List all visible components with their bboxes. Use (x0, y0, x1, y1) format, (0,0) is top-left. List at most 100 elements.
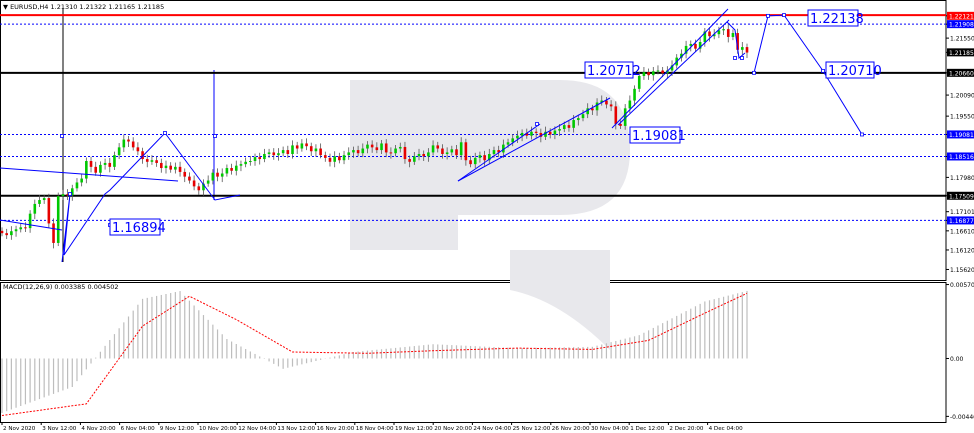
candle-body (150, 160, 154, 162)
trend-line (457, 123, 541, 182)
x-tick-label: 20 Nov 20:00 (434, 426, 472, 432)
x-tick-label: 16 Nov 20:00 (317, 426, 355, 432)
candle-body (731, 33, 735, 37)
y-tick-label: 1.21550 (950, 36, 974, 43)
candle-body (708, 31, 711, 37)
candle-body (183, 171, 187, 177)
candle-body (10, 231, 13, 236)
price-panel-frame (0, 0, 947, 281)
candle-body (553, 130, 557, 135)
candle-body (122, 139, 126, 148)
candle-body (506, 142, 510, 145)
candle-body (689, 43, 693, 46)
candle-body (394, 148, 397, 154)
projection-point (766, 13, 770, 18)
candle-body (380, 143, 383, 151)
candle-body (75, 182, 79, 189)
y-tick-label: 1.19550 (950, 114, 974, 121)
wave-line (61, 132, 241, 263)
wave-line (726, 21, 746, 59)
anchor-point (535, 122, 539, 126)
annotation-label: 1.16894 (112, 221, 166, 236)
price-tag-label: 1.22121 (949, 13, 974, 20)
candle-body (478, 155, 482, 158)
x-tick-label: 18 Nov 04:00 (356, 426, 394, 432)
price-tag (947, 48, 974, 57)
candle-body (197, 186, 201, 191)
price-tag-label: 1.18516 (949, 154, 974, 161)
candle-body (637, 75, 641, 89)
candle-body (206, 180, 210, 184)
anchor-point (733, 56, 737, 60)
annotation-box (825, 61, 875, 79)
candle-body (300, 143, 304, 149)
candle-body (160, 162, 163, 169)
annotation-box (807, 9, 859, 27)
y-tick-label: 1.15620 (950, 267, 974, 274)
candle-body (600, 100, 604, 103)
candle-body (544, 131, 547, 137)
candle-body (525, 132, 529, 136)
candle-body (342, 155, 346, 161)
candle-body (642, 72, 646, 76)
candle-body (169, 165, 172, 170)
anchor-point (60, 134, 64, 138)
candle-body (455, 149, 458, 156)
price-tag (947, 68, 974, 77)
price-tag (947, 20, 974, 29)
trend-line (0, 219, 63, 231)
candle-body (586, 108, 589, 115)
candle-body (591, 108, 594, 111)
candle-body (178, 166, 182, 172)
candle-body (174, 166, 177, 170)
candle-body (291, 145, 294, 154)
candle-body (736, 33, 739, 50)
candle-body (108, 162, 112, 167)
annotation-label: 1.20712 (587, 64, 641, 79)
candle-body (745, 47, 749, 53)
candle-body (234, 165, 238, 171)
candle-body (539, 132, 543, 137)
candle-body (272, 152, 276, 156)
candle-body (239, 164, 243, 166)
candle-body (258, 157, 262, 160)
candle-body (530, 131, 533, 136)
y-tick-label: 1.16610 (950, 228, 974, 235)
candle-body (408, 159, 411, 162)
candle-body (534, 131, 538, 133)
candle-body (389, 152, 393, 154)
x-tick-label: 2 Nov 2020 (3, 426, 36, 432)
trend-line (457, 97, 611, 182)
candle-body (473, 157, 477, 165)
candle-body (623, 108, 627, 126)
candle-body (370, 144, 374, 148)
price-tag-label: 1.21908 (949, 22, 974, 29)
candle-body (131, 141, 135, 148)
candle-body (61, 194, 65, 197)
price-tag-label: 1.21185 (949, 50, 974, 57)
candle-body (253, 157, 257, 162)
candle-body (352, 150, 355, 153)
x-tick-label: 19 Nov 12:00 (395, 426, 433, 432)
candle-body (70, 188, 74, 196)
candle-body (497, 150, 500, 153)
candle-body (492, 150, 496, 154)
candle-body (319, 148, 322, 156)
candle-body (155, 160, 158, 163)
candle-body (230, 168, 233, 171)
price-tag-label: 1.19081 (949, 132, 974, 139)
watermark-logo-stem (350, 80, 458, 250)
y-tick-label: 1.17980 (950, 175, 974, 182)
candle-body (567, 125, 571, 128)
x-tick-label: 4 Nov 20:00 (81, 426, 116, 432)
y-tick-label: 1.17101 (950, 209, 974, 216)
candle-body (188, 176, 191, 181)
candle-body (314, 148, 318, 152)
x-tick-label: 24 Nov 04:00 (473, 426, 511, 432)
candle-body (295, 145, 299, 149)
candle-body (464, 142, 468, 161)
candle-body (28, 213, 32, 229)
candle-body (609, 104, 613, 107)
candle-body (216, 172, 219, 177)
